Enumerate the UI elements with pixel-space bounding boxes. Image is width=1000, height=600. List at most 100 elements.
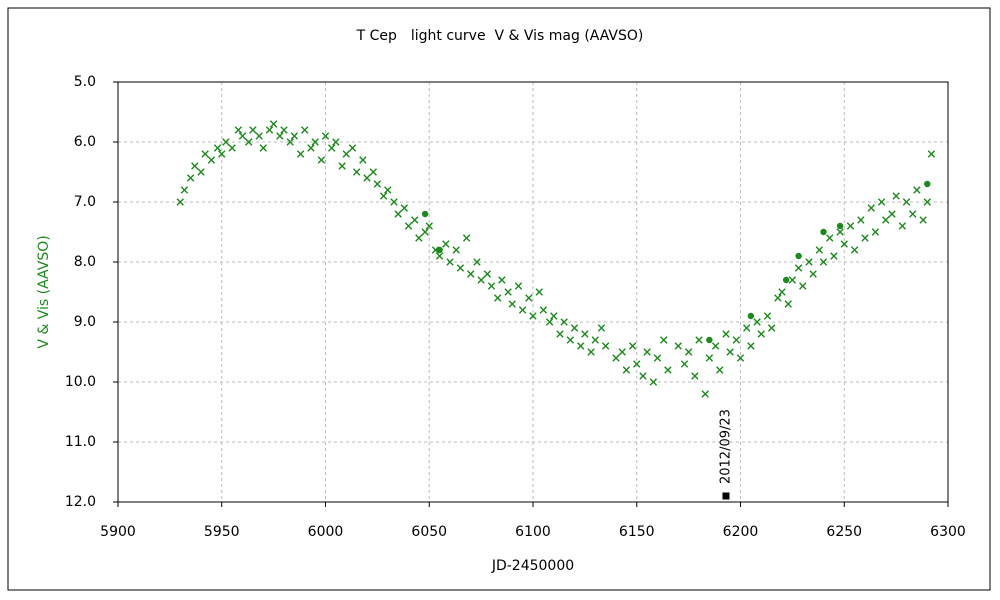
point <box>577 342 585 350</box>
point <box>186 174 195 182</box>
point <box>815 246 824 254</box>
point <box>259 144 267 152</box>
point <box>892 192 900 200</box>
point <box>369 168 377 176</box>
point <box>861 234 869 242</box>
point <box>597 324 606 332</box>
point <box>404 222 413 230</box>
point <box>384 186 392 194</box>
point <box>722 330 730 338</box>
point <box>747 342 755 350</box>
point <box>763 312 772 320</box>
point <box>394 210 402 218</box>
point <box>498 276 506 284</box>
point <box>612 354 620 362</box>
point <box>442 240 450 248</box>
y-axis-label: V & Vis (AAVSO) <box>36 235 52 348</box>
point <box>425 222 433 230</box>
annotation-label: 2012/09/23 <box>718 409 733 484</box>
point <box>338 162 346 170</box>
point <box>909 210 917 218</box>
point <box>653 354 662 362</box>
point <box>836 222 844 230</box>
point <box>660 336 668 344</box>
point <box>421 228 429 236</box>
point <box>840 240 848 248</box>
point <box>782 276 790 284</box>
point <box>363 174 371 182</box>
x-tick-label: 6150 <box>619 524 655 540</box>
point <box>176 198 184 206</box>
point <box>207 156 216 164</box>
point <box>799 282 807 290</box>
point <box>400 204 409 212</box>
point <box>359 156 367 164</box>
point <box>566 336 575 344</box>
point <box>452 246 460 254</box>
point <box>269 120 278 128</box>
point <box>228 144 236 152</box>
x-tick-label: 6250 <box>826 524 862 540</box>
point <box>518 306 527 314</box>
point <box>591 336 599 344</box>
y-tick-label: 5.0 <box>74 74 96 90</box>
point <box>222 138 230 146</box>
point <box>307 144 315 152</box>
point <box>788 276 797 284</box>
point <box>633 360 641 368</box>
point <box>649 378 658 386</box>
point <box>332 138 340 146</box>
point <box>487 282 496 290</box>
point <box>830 252 838 260</box>
point <box>436 246 443 254</box>
point <box>601 342 610 350</box>
point <box>882 216 890 224</box>
point <box>191 162 199 170</box>
point <box>622 366 631 374</box>
point <box>197 168 205 176</box>
x-tick-label: 6050 <box>411 524 447 540</box>
point <box>415 234 423 242</box>
point <box>321 132 330 140</box>
point <box>857 216 865 224</box>
point <box>736 354 745 362</box>
point <box>311 138 319 146</box>
point <box>218 150 226 158</box>
point <box>767 324 776 332</box>
point <box>411 216 419 224</box>
point <box>390 198 398 206</box>
point <box>898 222 907 230</box>
plot-border <box>117 81 949 503</box>
point <box>795 252 802 260</box>
chart-title: T Cep light curve V & Vis mag (AAVSO) <box>356 28 644 44</box>
point <box>732 336 741 344</box>
point <box>618 348 626 356</box>
point <box>757 330 765 338</box>
point <box>556 330 564 338</box>
point <box>373 180 382 188</box>
y-tick-label: 10.0 <box>65 374 96 390</box>
point <box>473 258 481 266</box>
point <box>711 342 720 350</box>
point <box>820 228 827 236</box>
point <box>201 150 209 158</box>
point <box>587 348 595 356</box>
point <box>927 150 936 158</box>
point <box>743 324 751 332</box>
point <box>467 270 475 278</box>
point <box>301 126 309 134</box>
x-tick-label: 5950 <box>204 524 240 540</box>
point <box>280 126 288 134</box>
point <box>819 258 828 266</box>
point <box>421 210 429 218</box>
point <box>664 366 672 374</box>
point <box>462 234 471 242</box>
point <box>701 390 709 398</box>
point <box>245 138 253 146</box>
point <box>902 198 911 206</box>
point <box>446 258 454 266</box>
point <box>213 144 222 152</box>
point <box>342 150 350 158</box>
point <box>674 342 682 350</box>
